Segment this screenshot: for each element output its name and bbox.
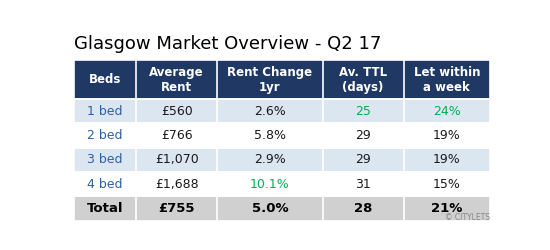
Text: 25: 25 xyxy=(355,105,371,118)
Bar xyxy=(404,148,490,172)
Bar xyxy=(74,196,136,220)
Bar xyxy=(74,172,136,196)
Bar xyxy=(217,196,322,220)
Bar xyxy=(217,60,322,99)
Text: 5.0%: 5.0% xyxy=(251,202,288,215)
Bar xyxy=(404,99,490,124)
Text: 24%: 24% xyxy=(433,105,461,118)
Text: 2.6%: 2.6% xyxy=(254,105,286,118)
Text: 31: 31 xyxy=(355,178,371,191)
Text: 2 bed: 2 bed xyxy=(87,129,123,142)
Text: 4 bed: 4 bed xyxy=(87,178,123,191)
Bar xyxy=(322,99,404,124)
Bar xyxy=(322,60,404,99)
Text: 29: 29 xyxy=(355,154,371,166)
Text: 21%: 21% xyxy=(431,202,463,215)
Bar xyxy=(136,148,217,172)
Bar xyxy=(217,124,322,148)
Bar xyxy=(74,124,136,148)
Text: 28: 28 xyxy=(354,202,372,215)
Bar xyxy=(404,196,490,220)
Bar xyxy=(322,124,404,148)
Text: 19%: 19% xyxy=(433,129,461,142)
Bar xyxy=(404,124,490,148)
Bar xyxy=(217,172,322,196)
Bar xyxy=(136,99,217,124)
Text: Beds: Beds xyxy=(89,73,121,86)
Text: £766: £766 xyxy=(161,129,192,142)
Text: 5.8%: 5.8% xyxy=(254,129,286,142)
Bar xyxy=(217,99,322,124)
Bar xyxy=(74,99,136,124)
Text: 15%: 15% xyxy=(433,178,461,191)
Text: Glasgow Market Overview - Q2 17: Glasgow Market Overview - Q2 17 xyxy=(74,35,381,53)
Text: £755: £755 xyxy=(158,202,195,215)
Text: © CITYLETS: © CITYLETS xyxy=(445,212,490,222)
Bar xyxy=(404,60,490,99)
Bar xyxy=(404,172,490,196)
Text: £1,688: £1,688 xyxy=(155,178,199,191)
Text: Av. TTL
(days): Av. TTL (days) xyxy=(339,66,387,94)
Bar xyxy=(322,196,404,220)
Bar xyxy=(217,148,322,172)
Bar xyxy=(322,148,404,172)
Text: 19%: 19% xyxy=(433,154,461,166)
Text: 10.1%: 10.1% xyxy=(250,178,290,191)
Text: 1 bed: 1 bed xyxy=(87,105,123,118)
Bar xyxy=(74,60,136,99)
Text: Let within
a week: Let within a week xyxy=(414,66,480,94)
Text: 29: 29 xyxy=(355,129,371,142)
Bar xyxy=(136,172,217,196)
Text: 3 bed: 3 bed xyxy=(87,154,123,166)
Text: Average
Rent: Average Rent xyxy=(150,66,204,94)
Bar xyxy=(74,148,136,172)
Bar xyxy=(322,172,404,196)
Text: £1,070: £1,070 xyxy=(155,154,199,166)
Text: Rent Change
1yr: Rent Change 1yr xyxy=(227,66,312,94)
Text: 2.9%: 2.9% xyxy=(254,154,286,166)
Text: Total: Total xyxy=(87,202,123,215)
Bar xyxy=(136,60,217,99)
Text: £560: £560 xyxy=(161,105,192,118)
Bar xyxy=(136,124,217,148)
Bar xyxy=(136,196,217,220)
